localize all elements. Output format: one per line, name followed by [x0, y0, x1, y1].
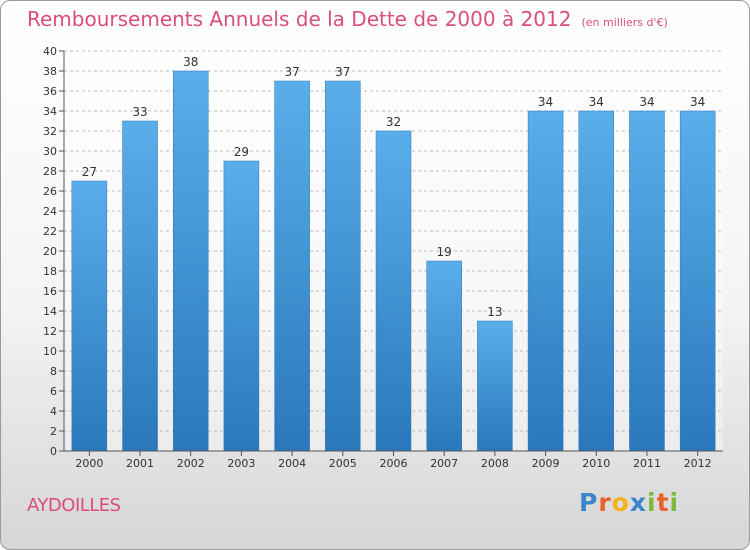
logo-letter: t [656, 488, 670, 517]
title-unit: (en milliers d'€) [581, 16, 668, 29]
y-tick-label: 26 [43, 185, 57, 198]
bar-2009 [527, 110, 564, 452]
data-label: 32 [386, 115, 401, 129]
data-label: 38 [183, 55, 198, 69]
y-tick-label: 12 [43, 325, 57, 338]
data-label: 34 [589, 95, 604, 109]
y-tick-label: 18 [43, 265, 57, 278]
data-label: 37 [335, 65, 350, 79]
y-tick-label: 6 [50, 385, 57, 398]
x-tick-label: 2005 [329, 457, 357, 470]
logo-letter: x [629, 488, 647, 517]
title-text: Remboursements Annuels de la Dette de 20… [27, 7, 572, 31]
y-tick-label: 4 [50, 405, 57, 418]
x-tick-label: 2002 [177, 457, 205, 470]
y-tick-label: 16 [43, 285, 57, 298]
x-tick-label: 2001 [126, 457, 154, 470]
bar-2001 [122, 120, 158, 452]
logo-letter: r [598, 488, 612, 517]
bar-2002 [172, 70, 209, 452]
bar-2008 [477, 320, 513, 452]
x-tick-label: 2003 [227, 457, 255, 470]
data-label: 34 [538, 95, 553, 109]
x-tick-label: 2010 [582, 457, 610, 470]
data-label: 27 [82, 165, 97, 179]
logo-letter: i [647, 488, 657, 517]
data-label: 13 [487, 305, 502, 319]
y-tick-label: 8 [50, 365, 57, 378]
chart-title: Remboursements Annuels de la Dette de 20… [27, 7, 668, 31]
bar-2005 [325, 80, 361, 452]
commune-name: AYDOILLES [27, 495, 121, 516]
logo-letter: o [611, 488, 630, 517]
bar-2012 [679, 110, 716, 452]
y-tick-label: 0 [50, 445, 57, 458]
bar-2000 [71, 180, 108, 452]
proxiti-logo: Proxiti [579, 488, 679, 517]
logo-letter: P [579, 488, 599, 517]
logo-letter: i [669, 488, 680, 517]
data-label: 34 [639, 95, 654, 109]
y-tick-label: 30 [43, 145, 57, 158]
bar-2007 [426, 260, 462, 452]
x-tick-label: 2008 [481, 457, 509, 470]
y-tick-label: 36 [43, 85, 57, 98]
x-tick-label: 2012 [684, 457, 712, 470]
y-tick-label: 22 [43, 225, 57, 238]
y-tick-label: 28 [43, 165, 57, 178]
bar-2011 [629, 110, 665, 452]
y-tick-label: 38 [43, 65, 57, 78]
x-tick-label: 2011 [633, 457, 661, 470]
x-tick-label: 2009 [532, 457, 560, 470]
bar-2004 [274, 80, 310, 452]
y-tick-label: 24 [43, 205, 57, 218]
x-tick-label: 2007 [430, 457, 458, 470]
data-label: 37 [284, 65, 299, 79]
bar-2003 [223, 160, 260, 452]
y-tick-label: 2 [50, 425, 57, 438]
bar-2006 [375, 130, 412, 452]
y-tick-label: 20 [43, 245, 57, 258]
x-tick-label: 2006 [380, 457, 408, 470]
y-tick-label: 32 [43, 125, 57, 138]
y-tick-label: 40 [43, 45, 57, 58]
y-tick-label: 14 [43, 305, 57, 318]
data-label: 33 [132, 105, 147, 119]
data-label: 19 [437, 245, 452, 259]
bar-2010 [578, 110, 615, 452]
y-tick-label: 10 [43, 345, 57, 358]
x-tick-label: 2000 [75, 457, 103, 470]
data-label: 29 [234, 145, 249, 159]
y-tick-label: 34 [43, 105, 57, 118]
data-label: 34 [690, 95, 705, 109]
x-tick-label: 2004 [278, 457, 306, 470]
